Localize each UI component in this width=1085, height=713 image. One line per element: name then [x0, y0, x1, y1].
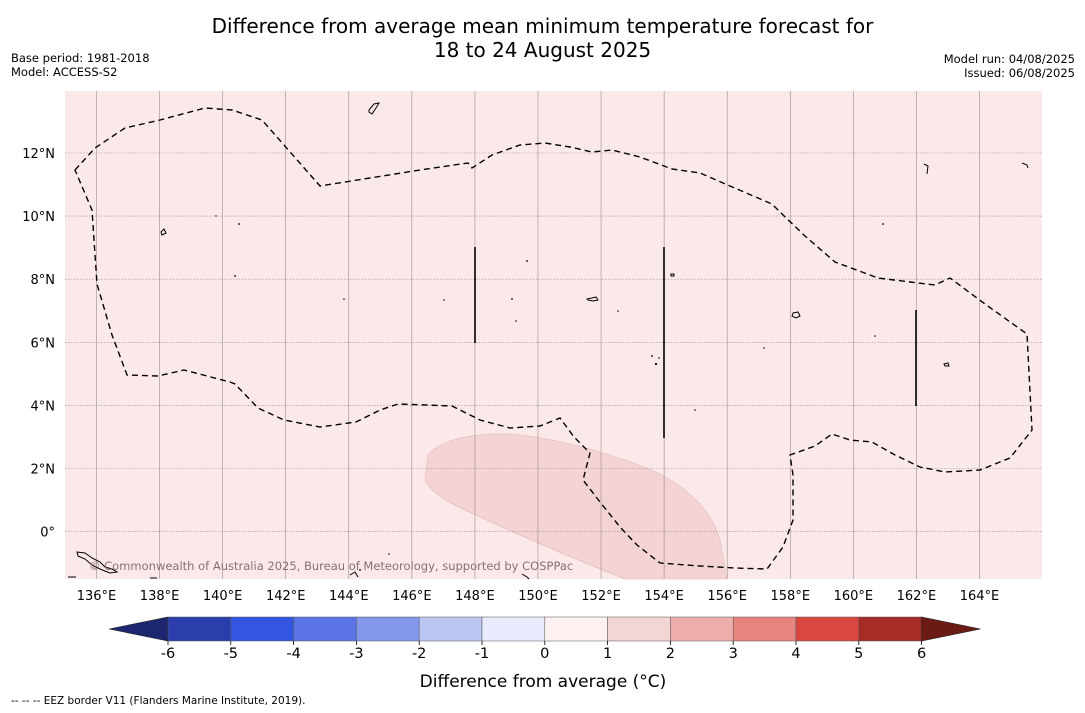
latitude-tick-label: 4°N — [31, 399, 56, 414]
longitude-tick-label: 158°E — [771, 589, 811, 604]
small-islets — [215, 215, 884, 571]
map-title: Difference from average mean minimum tem… — [0, 14, 1085, 62]
colorbar-swatch — [293, 616, 357, 642]
colorbar-swatch — [544, 616, 608, 642]
model-run-text: Model run: 04/08/2025 — [943, 52, 1075, 66]
colorbar-swatch — [795, 616, 860, 642]
colorbar-tick-label: 6 — [917, 646, 926, 662]
meta-right: Model run: 04/08/2025 Issued: 06/08/2025 — [944, 52, 1075, 80]
eez-border — [74, 107, 1033, 570]
longitude-tick-label: 160°E — [834, 589, 874, 604]
longitude-tick-label: 150°E — [518, 589, 558, 604]
base-period-text: Base period: 1981-2018 — [11, 51, 150, 65]
eez-vertical-segments — [474, 247, 917, 438]
colorbar-swatch — [418, 616, 483, 642]
latitude-tick-label: 10°N — [22, 210, 55, 225]
latitude-tick-label: 8°N — [31, 273, 56, 288]
map-panel: © Commonwealth of Australia 2025, Bureau… — [65, 91, 1042, 580]
title-line-2: 18 to 24 August 2025 — [433, 38, 652, 62]
longitude-tick-label: 140°E — [203, 589, 243, 604]
longitude-labels: 136°E 138°E 140°E 142°E 144°E 146°E 148°E 150°E… — [77, 589, 1000, 604]
colorbar-swatch — [670, 616, 734, 642]
colorbar-tick-label: 3 — [729, 646, 738, 662]
colorbar-tick-label: 4 — [791, 646, 800, 662]
colorbar-tick-label: -5 — [224, 646, 238, 662]
colorbar-swatch — [481, 616, 546, 642]
colorbar-tick-label: -6 — [161, 646, 175, 662]
colorbar-label: Difference from average (°C) — [420, 672, 667, 692]
colorbar-swatch — [732, 616, 797, 642]
colorbar-swatch — [607, 616, 671, 642]
colorbar-swatches — [108, 616, 981, 642]
colorbar: -6 -5 -4 -3 -2 -1 0 1 2 3 4 5 6 Difference from aver… — [108, 616, 981, 692]
longitude-tick-label: 144°E — [329, 589, 369, 604]
graticule — [65, 91, 1042, 579]
colorbar-swatch — [356, 616, 420, 642]
colorbar-swatch — [167, 616, 232, 642]
longitude-tick-label: 164°E — [960, 589, 1000, 604]
colorbar-swatch — [230, 616, 294, 642]
longitude-tick-label: 142°E — [266, 589, 306, 604]
colorbar-tick-label: -1 — [475, 646, 489, 662]
latitude-tick-label: 12°N — [22, 147, 55, 162]
latitude-labels: 12°N 10°N 8°N 6°N 4°N 2°N 0° — [22, 147, 55, 541]
island-coastlines — [68, 102, 1029, 580]
colorbar-tick-label: 2 — [666, 646, 675, 662]
longitude-tick-label: 152°E — [581, 589, 621, 604]
meta-left: Base period: 1981-2018 Model: ACCESS-S2 — [11, 51, 150, 79]
latitude-tick-label: 6°N — [31, 336, 56, 351]
colorbar-tick-labels: -6 -5 -4 -3 -2 -1 0 1 2 3 4 5 6 — [161, 641, 926, 662]
longitude-tick-label: 162°E — [897, 589, 937, 604]
longitude-tick-label: 138°E — [140, 589, 180, 604]
colorbar-tick-label: -4 — [286, 646, 300, 662]
model-text: Model: ACCESS-S2 — [11, 65, 118, 79]
colorbar-tick-label: 0 — [540, 646, 549, 662]
colorbar-tick-label: -3 — [349, 646, 363, 662]
latitude-tick-label: 0° — [40, 526, 55, 541]
copyright-watermark: © Commonwealth of Australia 2025, Bureau… — [89, 559, 573, 573]
eez-footnote: -- -- -- EEZ border V11 (Flanders Marine… — [11, 695, 306, 707]
longitude-tick-label: 136°E — [77, 589, 117, 604]
colorbar-tick-label: -2 — [412, 646, 426, 662]
colorbar-low-extend — [108, 616, 169, 642]
colorbar-high-extend — [921, 616, 981, 642]
title-line-1: Difference from average mean minimum tem… — [211, 14, 874, 38]
issued-text: Issued: 06/08/2025 — [964, 66, 1075, 80]
colorbar-tick-label: 1 — [603, 646, 612, 662]
longitude-tick-label: 154°E — [644, 589, 684, 604]
colorbar-swatch — [858, 616, 922, 642]
anomaly-region-2-to-3 — [424, 433, 728, 580]
longitude-tick-label: 156°E — [707, 589, 747, 604]
colorbar-tick-label: 5 — [854, 646, 863, 662]
latitude-tick-label: 2°N — [31, 463, 56, 478]
longitude-tick-label: 148°E — [455, 589, 495, 604]
longitude-tick-label: 146°E — [392, 589, 432, 604]
